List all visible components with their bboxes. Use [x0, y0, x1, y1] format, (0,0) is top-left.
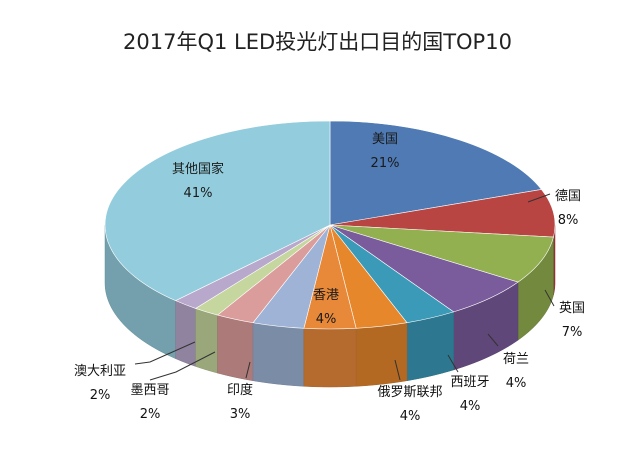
pie-slice-2 — [329, 224, 554, 283]
chart-title: 2017年Q1 LED投光灯出口目的国TOP10 — [123, 30, 512, 54]
leader-line-5 — [447, 354, 459, 373]
slice-value-label: 7% — [562, 325, 583, 340]
slice-value-label: 4% — [316, 312, 337, 327]
slice-name-label: 澳大利亚 — [74, 363, 126, 379]
slice-name-label: 香港 — [313, 288, 339, 303]
pie-side-4 — [406, 311, 454, 382]
slice-name-label: 德国 — [555, 189, 581, 204]
slice-value-label: 2% — [90, 388, 111, 403]
slice-value-label: 41% — [184, 186, 213, 201]
slice-name-label: 其他国家 — [172, 161, 224, 177]
leader-line-9 — [149, 351, 216, 381]
leader-line-3 — [544, 289, 555, 307]
slice-name-label: 美国 — [372, 132, 398, 147]
pie-side-10 — [175, 300, 196, 367]
leader-line-6 — [394, 359, 401, 381]
slice-value-label: 3% — [230, 407, 251, 422]
slice-name-label: 西班牙 — [450, 375, 489, 390]
slice-value-label: 4% — [400, 409, 421, 424]
slice-value-label: 21% — [371, 156, 400, 171]
slice-name-label: 印度 — [227, 382, 253, 398]
slice-name-label: 荷兰 — [503, 352, 529, 367]
slice-name-label: 墨西哥 — [130, 383, 169, 398]
leader-line-10 — [134, 341, 196, 365]
slice-name-label: 俄罗斯联邦 — [377, 385, 442, 400]
slice-value-label: 2% — [140, 407, 161, 422]
pie-side-6 — [303, 328, 357, 388]
leader-line-4 — [487, 333, 499, 347]
pie-slice-1 — [329, 189, 556, 238]
pie-side-7 — [252, 322, 305, 387]
slice-name-label: 英国 — [559, 301, 585, 316]
slice-value-label: 8% — [558, 213, 579, 228]
pie-slice-0 — [329, 120, 542, 226]
leader-line-8 — [245, 361, 251, 379]
leader-line-1 — [527, 193, 551, 203]
slice-value-label: 4% — [460, 399, 481, 414]
slice-value-label: 4% — [506, 376, 527, 391]
pie-slice-11 — [104, 120, 331, 301]
pie-side-9 — [195, 308, 218, 374]
